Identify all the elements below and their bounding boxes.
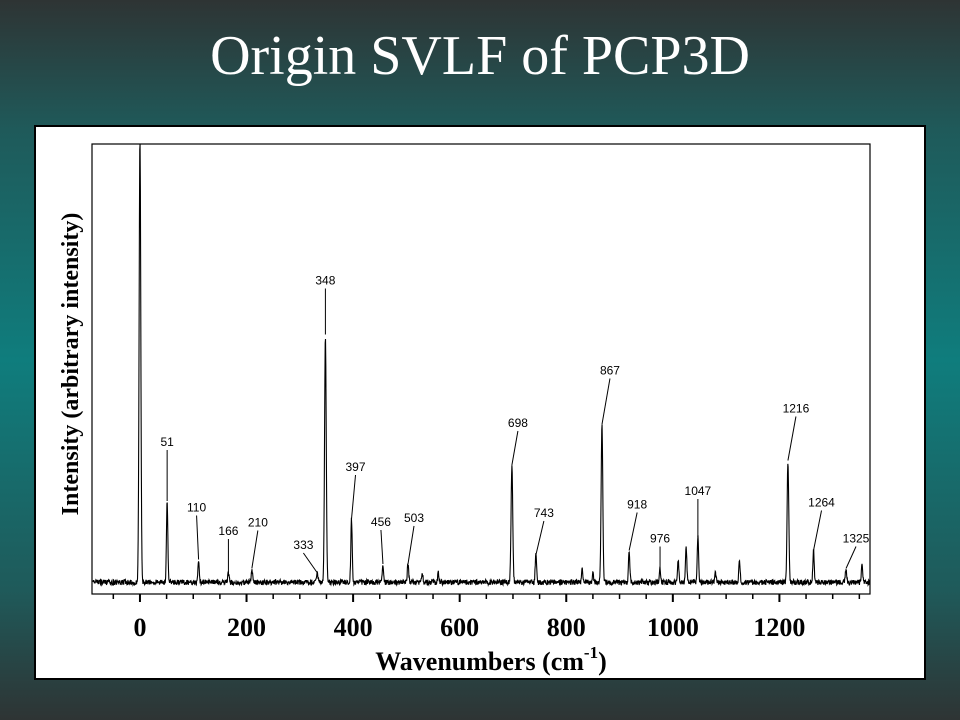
x-tick-label: 0 xyxy=(133,613,146,642)
peak-label: 1216 xyxy=(783,402,810,416)
x-tick-label: 400 xyxy=(334,613,373,642)
peak-label: 976 xyxy=(650,532,670,546)
peak-leader-line xyxy=(407,525,415,565)
peak-leader-line xyxy=(845,546,857,569)
x-tick-label: 200 xyxy=(227,613,266,642)
peak-leader-line xyxy=(787,416,797,461)
x-tick-label: 800 xyxy=(547,613,586,642)
peak-leader-line xyxy=(302,552,318,574)
peak-label: 456 xyxy=(371,515,391,529)
peak-label: 743 xyxy=(534,506,554,520)
peak-label: 867 xyxy=(600,364,620,378)
chart-frame: 0 200 400 600 800 1000 1200 Wavenumbers (cm-1) I… xyxy=(34,125,926,680)
x-tick-label: 600 xyxy=(440,613,479,642)
peak-leader-line xyxy=(511,430,519,466)
x-axis-label: Wavenumbers (cm-1) xyxy=(375,643,607,676)
peak-leader-line xyxy=(813,510,823,551)
peak-label: 210 xyxy=(248,516,268,530)
peak-label: 1325 xyxy=(843,532,870,546)
peak-leader-line xyxy=(628,512,638,551)
peak-label: 1264 xyxy=(808,496,835,510)
peak-label: 1047 xyxy=(685,484,712,498)
peak-label: 397 xyxy=(345,460,365,474)
peak-label: 918 xyxy=(627,498,647,512)
peak-label: 333 xyxy=(293,538,313,552)
spectrum-series-line xyxy=(92,143,870,588)
y-axis-label: Intensity (arbitrary intensity) xyxy=(58,213,84,516)
peak-leader-line xyxy=(251,530,259,569)
spectrum-chart: 0 200 400 600 800 1000 1200 Wavenumbers (cm-1) I… xyxy=(58,143,871,676)
peak-label: 503 xyxy=(404,511,424,525)
x-tick-label: 1000 xyxy=(647,613,699,642)
x-tick-label: 1200 xyxy=(753,613,805,642)
peak-leader-line xyxy=(196,515,200,560)
peak-label: 348 xyxy=(315,274,335,288)
peak-label: 51 xyxy=(160,435,174,449)
peak-label: 698 xyxy=(508,416,528,430)
peak-leader-line xyxy=(380,529,384,565)
peak-label: 110 xyxy=(187,501,206,515)
peak-leader-line xyxy=(601,378,611,425)
peak-label: 166 xyxy=(218,524,238,538)
plot-area-border xyxy=(91,143,871,595)
peak-leader-line xyxy=(351,474,357,520)
slide-title: Origin SVLF of PCP3D xyxy=(210,25,750,87)
peak-leader-line xyxy=(535,520,545,556)
